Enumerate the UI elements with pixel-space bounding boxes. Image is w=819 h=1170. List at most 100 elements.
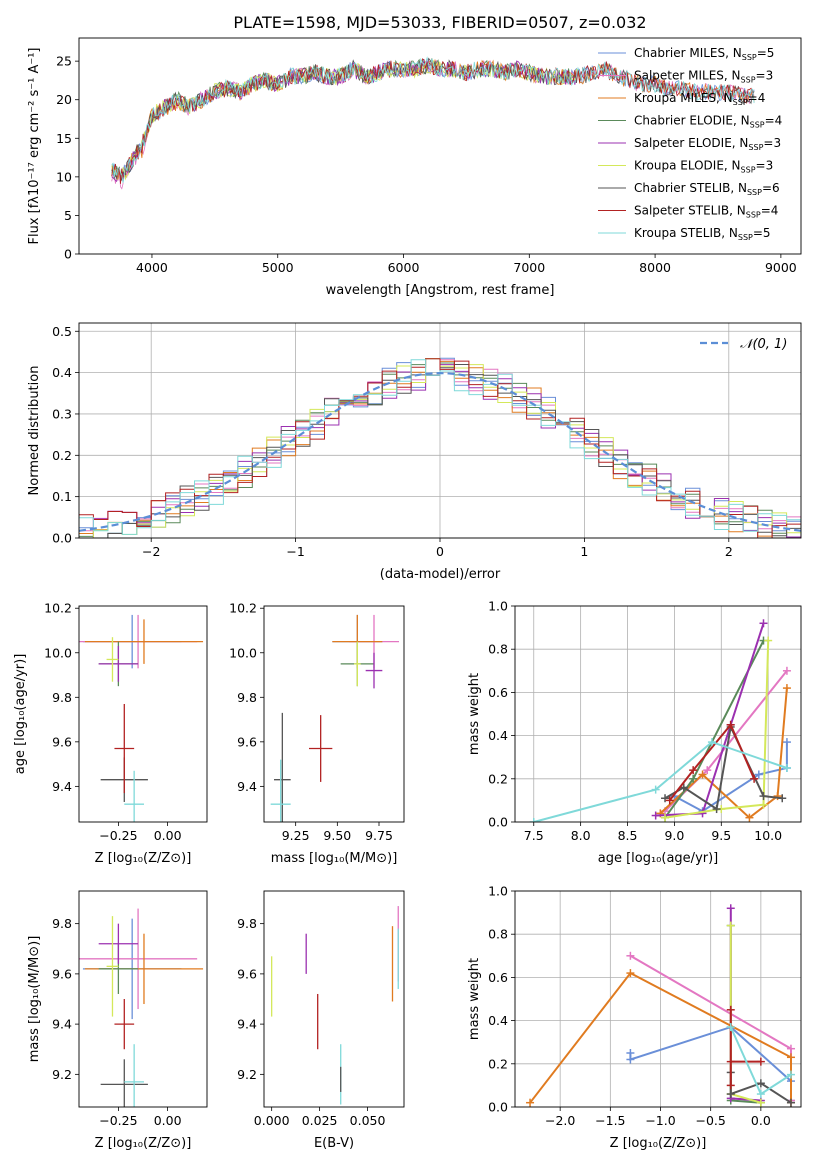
axes-frame [263,890,405,1108]
age_vs_mass-panel: 9.25 9.50 9.75 9.4 9.6 9.8 10.0 10.2 mass [log₁₀… [229,601,405,866]
x-tick-label: 8.0 [571,828,591,843]
x-tick-label: −1.5 [595,1113,625,1128]
errorbar-point [309,715,333,782]
spectrum-series [111,56,755,183]
weight-lines [526,904,795,1107]
x-tick-label: 0.000 [254,1113,290,1128]
y-tick-label: 0.0 [52,531,72,546]
y-tick-label: 5 [64,208,72,223]
x-tick-label: 1 [580,544,588,559]
errorbar-point [84,619,204,664]
y-tick-label: 9.6 [237,734,257,749]
errorbar-point [354,641,361,687]
weight-series [664,640,770,819]
x-tick-label: 9.75 [365,828,393,843]
weight-series [729,925,762,1104]
y-axis-label: Normed distribution [27,366,42,496]
weight-series [729,1009,761,1086]
y-tick-label: 0.2 [52,448,72,463]
residuals-panel: −2 −1 0 1 2 0.0 0.1 0.2 0.3 0.4 0.5 (data-model)/er… [27,322,802,582]
y-tick-label: 9.2 [52,1067,72,1082]
y-tick-label: 0.4 [52,365,72,380]
x-axis-label: Z [log₁₀(Z/Z⊙)] [610,1136,707,1151]
y-tick-label: 9.4 [52,779,72,794]
errorbar-point [124,1044,144,1107]
y-tick-label: 0.2 [488,1056,508,1071]
errorbar-point [270,759,291,822]
legend-entry: Salpeter ELODIE, NSSP=3 [634,136,781,152]
legend-entry: 𝒩(0, 1) [740,337,787,352]
errorbars [270,614,399,822]
x-tick-label: 0.00 [154,828,182,843]
y-tick-label: 10.0 [44,645,72,660]
axes-frame [514,605,802,823]
x-tick-label: −0.25 [99,1113,137,1128]
x-tick-label: −1.0 [645,1113,675,1128]
x-tick-label: 10.0 [754,828,782,843]
y-tick-label: 0.0 [488,815,508,830]
y-tick-label: 9.2 [237,1067,257,1082]
legend: Chabrier MILES, NSSP=5 Salpeter MILES, NS… [598,46,782,242]
y-tick-label: 9.8 [52,916,72,931]
x-tick-label: −1 [286,544,304,559]
weight-series [729,925,761,1104]
x-tick-label: 0.025 [302,1113,338,1128]
y-tick-label: 0.2 [488,771,508,786]
weight-series [655,622,765,817]
y-tick-label: 9.4 [237,779,257,794]
mass_vs_Z-panel: −0.25 0.00 9.2 9.4 9.6 9.8 Z [log₁₀(Z/Z⊙)] mass… [27,890,208,1151]
legend-entry: Salpeter MILES, NSSP=3 [634,69,773,85]
x-axis-label: mass [log₁₀(M/M⊙)] [271,851,398,866]
y-axis-label: mass [log₁₀(M/M⊙)] [27,936,42,1063]
legend-entry: Kroupa ELODIE, NSSP=3 [634,159,773,175]
weight-series [533,740,788,822]
y-tick-label: 9.6 [52,966,72,981]
x-tick-label: 0.050 [350,1113,386,1128]
x-tick-label: 8.5 [618,828,638,843]
axes-frame [78,37,802,255]
axes-frame [78,890,208,1108]
legend-entry: Salpeter STELIB, NSSP=4 [634,204,778,220]
x-tick-label: −0.5 [696,1113,726,1128]
y-tick-label: 0.3 [52,406,72,421]
spectrum-lines [111,56,755,190]
normal-curve [79,371,801,532]
x-tick-label: 9.25 [282,828,310,843]
y-tick-label: 9.8 [237,690,257,705]
weight-lines [529,619,791,822]
x-tick-label: 9.50 [323,828,351,843]
axes-frame [78,605,208,823]
x-tick-label: 5000 [262,260,294,275]
y-tick-label: 10.2 [229,601,257,616]
y-tick-label: 0.4 [488,1013,508,1028]
y-tick-label: 1.0 [488,599,508,614]
y-tick-label: 9.6 [52,734,72,749]
x-axis-label: (data-model)/error [380,567,501,582]
x-tick-label: −0.25 [99,828,137,843]
y-tick-label: 0.6 [488,970,508,985]
x-tick-label: 7000 [513,260,545,275]
legend-entry: Kroupa MILES, NSSP=4 [634,91,765,107]
x-tick-label: 4000 [136,260,168,275]
y-tick-label: 9.8 [52,690,72,705]
age_vs_Z-panel: −0.25 0.00 9.4 9.6 9.8 10.0 10.2 Z [log₁₀(Z/Z⊙)… [13,601,208,866]
errorbars [79,614,204,822]
axes-frame [78,322,802,539]
y-tick-label: 9.6 [237,966,257,981]
x-axis-label: wavelength [Angstrom, rest frame] [326,283,555,298]
errorbar-point [124,770,144,822]
y-tick-label: 10.2 [44,601,72,616]
y-tick-label: 0.0 [488,1100,508,1115]
y-tick-label: 0.8 [488,642,508,657]
y-axis-label: Flux [fλ10⁻¹⁷ erg cm⁻² s⁻¹ A⁻¹] [27,48,42,245]
y-tick-label: 9.8 [237,916,257,931]
x-tick-label: 9.0 [664,828,684,843]
x-tick-label: 0.00 [154,1113,182,1128]
errorbar-point [106,916,119,1017]
x-tick-label: 8000 [639,260,671,275]
y-tick-label: 10 [56,169,72,184]
y-tick-label: 0.8 [488,927,508,942]
errorbar-point [114,999,135,1050]
legend-entry: Chabrier ELODIE, NSSP=4 [634,114,782,130]
